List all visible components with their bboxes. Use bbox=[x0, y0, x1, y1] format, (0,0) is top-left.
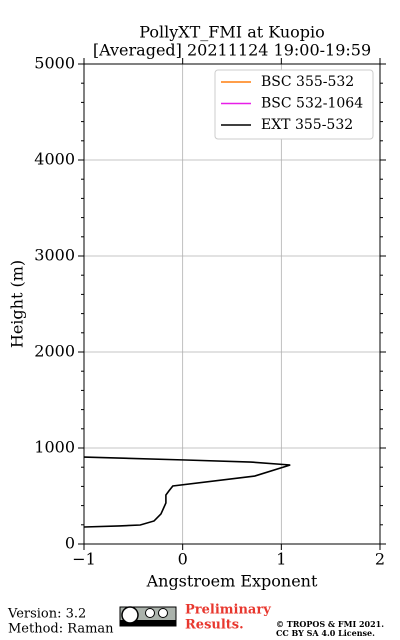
x-tick-label: 1 bbox=[276, 550, 286, 569]
preliminary-note: Preliminary bbox=[185, 603, 271, 618]
legend-label: BSC 532-1064 bbox=[261, 96, 363, 112]
x-tick-label: 2 bbox=[375, 550, 385, 569]
x-tick-label: −1 bbox=[72, 550, 96, 569]
y-tick-label: 1000 bbox=[34, 438, 75, 457]
legend-label: EXT 355-532 bbox=[261, 117, 353, 133]
preliminary-note: Results. bbox=[185, 618, 244, 633]
cc-logo bbox=[119, 606, 177, 627]
chart-subtitle: [Averaged] 20211124 19:00-19:59 bbox=[93, 41, 371, 60]
legend-label: BSC 355-532 bbox=[261, 74, 354, 90]
legend-box bbox=[214, 69, 374, 140]
method: Method: Raman bbox=[8, 622, 114, 637]
license: CC BY SA 4.0 License. bbox=[276, 628, 375, 638]
y-tick-label: 5000 bbox=[34, 54, 75, 73]
y-axis-label: Height (m) bbox=[8, 260, 27, 348]
chart-title: PollyXT_FMI at Kuopio bbox=[139, 23, 325, 42]
data-line bbox=[83, 456, 291, 528]
x-axis-label: Angstroem Exponent bbox=[146, 572, 318, 591]
y-tick-label: 0 bbox=[65, 534, 75, 553]
plot-frame bbox=[83, 63, 381, 545]
y-tick-label: 2000 bbox=[34, 342, 75, 361]
version: Version: 3.2 bbox=[7, 607, 86, 622]
y-tick-label: 4000 bbox=[34, 150, 75, 169]
y-tick-label: 3000 bbox=[34, 246, 75, 265]
license: © TROPOS & FMI 2021. bbox=[276, 619, 384, 629]
x-tick-label: 0 bbox=[178, 550, 188, 569]
